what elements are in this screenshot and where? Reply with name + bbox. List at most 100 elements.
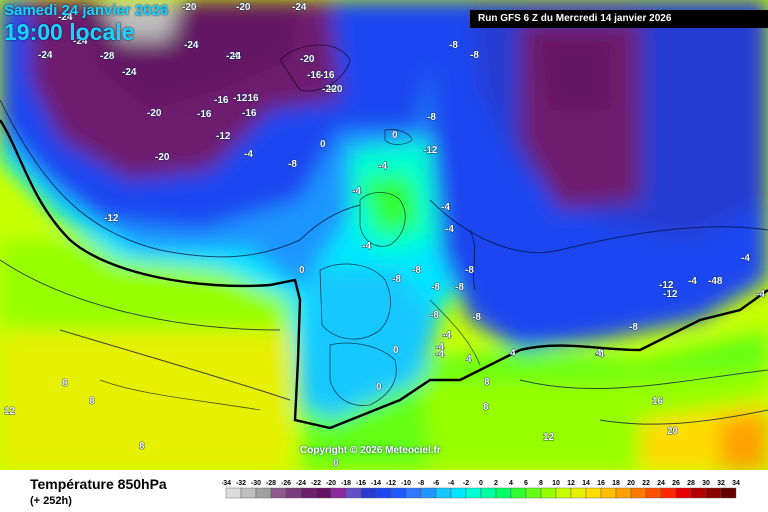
isotherm-value-label: -24 <box>122 67 137 78</box>
isotherm-value-label: -8 <box>412 265 421 276</box>
legend-tick-label: 6 <box>524 480 528 487</box>
legend-swatch <box>480 487 497 499</box>
isotherm-value-label: 4 <box>466 354 472 365</box>
legend-swatch <box>375 487 392 499</box>
legend-swatch <box>660 487 677 499</box>
legend-swatch <box>600 487 617 499</box>
isotherm-value-label: -12 <box>663 289 678 300</box>
legend-tick-label: -6 <box>433 480 439 487</box>
isotherm-value-label: -24 <box>73 36 88 47</box>
legend-tick-label: 4 <box>509 480 513 487</box>
zero-isotherm <box>0 119 768 430</box>
legend-swatch <box>645 487 662 499</box>
legend-swatch <box>585 487 602 499</box>
map-canvas: -24-20-24-24 -28-24-20-24-24-20-20-12-20-… <box>0 0 768 470</box>
model-run-info: Run GFS 6 Z du Mercredi 14 janvier 2026 <box>470 10 768 28</box>
legend-swatch <box>345 487 362 499</box>
isotherm-value-label: -24 <box>292 2 307 13</box>
isotherm-lines <box>0 99 768 425</box>
legend-swatch <box>360 487 377 499</box>
legend-swatch <box>420 487 437 499</box>
coastlines <box>99 44 481 411</box>
isotherm-value-label: -8 <box>629 322 638 333</box>
isotherm-value-label: -20 <box>300 54 315 65</box>
isotherm-value-label: -20 <box>182 2 197 13</box>
legend-ticks: -34-32-30-28-26-24-22-20-18-16-14-12-10-… <box>222 480 740 487</box>
legend-tick-label: 28 <box>687 480 695 487</box>
legend-swatch <box>675 487 692 499</box>
isotherm-value-label: -4 <box>362 241 371 252</box>
forecast-time: 19:00 locale <box>4 19 135 45</box>
isotherm-value-label: -12 <box>659 280 674 291</box>
legend-swatch <box>330 487 347 499</box>
legend-swatch <box>570 487 587 499</box>
legend-tick-label: 10 <box>552 480 560 487</box>
legend-tick-label: -32 <box>236 480 246 487</box>
isotherm-value-label: -16 <box>307 70 322 81</box>
isotherm-value-label: 8 <box>62 378 68 389</box>
legend-tick-label: 30 <box>702 480 710 487</box>
legend-swatch <box>465 487 482 499</box>
map-label-layer: -24-20-24-24 -28-24-20-24-24-20-20-12-20-… <box>4 2 766 470</box>
isotherm-value-label: -16 <box>214 95 229 106</box>
isotherm-value-label: -8 <box>472 312 481 323</box>
legend-tick-label: -12 <box>386 480 396 487</box>
isotherm-value-label: -8 <box>430 310 439 321</box>
isotherm-value-label: 8 <box>89 396 95 407</box>
isotherm-value-label: 8 <box>484 377 490 388</box>
legend-tick-label: -14 <box>371 480 381 487</box>
isotherm-value-label: 12 <box>543 432 555 443</box>
legend-tick-label: 18 <box>612 480 620 487</box>
isotherm-value-label: 4 <box>596 348 602 359</box>
isotherm-value-label: -8 <box>427 112 436 123</box>
legend-tick-label: -8 <box>418 480 424 487</box>
legend-tick-label: 14 <box>582 480 590 487</box>
legend-swatch <box>510 487 527 499</box>
legend-tick-label: 32 <box>717 480 725 487</box>
isotherm-value-label: -8 <box>449 40 458 51</box>
isotherm-value-label: -4 <box>435 349 444 360</box>
isotherm-value-label: -1216 <box>233 93 259 104</box>
isotherm-value-label: -8 <box>465 265 474 276</box>
isotherm-value-label: -12 <box>423 145 438 156</box>
isotherm-value-label: -4 <box>232 51 241 62</box>
legend-tick-label: 24 <box>657 480 665 487</box>
legend-swatch <box>240 487 257 499</box>
legend-tick-label: 16 <box>597 480 605 487</box>
legend-swatch <box>405 487 422 499</box>
isotherm-value-label: -12 <box>216 131 231 142</box>
isotherm-value-label: 8 <box>483 402 489 413</box>
legend-tick-label: 22 <box>642 480 650 487</box>
isotherm-value-label: 20 <box>667 426 679 437</box>
isotherm-value-label: 0 <box>320 139 326 150</box>
legend-swatch <box>435 487 452 499</box>
legend-swatch <box>555 487 572 499</box>
lead-time: (+ 252h) <box>30 495 72 507</box>
legend-swatch <box>390 487 407 499</box>
legend-swatch <box>450 487 467 499</box>
isotherm-value-label: 0 <box>333 458 339 469</box>
isotherm-value-label: -8 <box>455 282 464 293</box>
legend-swatch <box>615 487 632 499</box>
isotherm-value-label: -8 <box>431 282 440 293</box>
legend-tick-label: 34 <box>732 480 740 487</box>
legend-swatch <box>300 487 317 499</box>
isotherm-value-label: -20 <box>236 2 251 13</box>
isotherm-value-label: -8 <box>392 274 401 285</box>
map-footer: Température 850hPa (+ 252h) -34-32-30-28… <box>0 470 768 512</box>
isotherm-value-label: -20 <box>322 84 337 95</box>
isotherm-value-label: -4 <box>445 224 454 235</box>
legend-tick-label: -2 <box>463 480 469 487</box>
legend-tick-label: -22 <box>311 480 321 487</box>
isotherm-value-label: -4 <box>756 289 765 300</box>
legend-tick-label: 26 <box>672 480 680 487</box>
legend-swatch <box>690 487 707 499</box>
isotherm-value-label: -4 <box>595 349 604 360</box>
legend-tick-label: 2 <box>494 480 498 487</box>
legend-tick-label: -28 <box>266 480 276 487</box>
isotherm-value-label: -20 <box>226 51 241 62</box>
isotherm-value-label: -16 <box>197 109 212 120</box>
isotherm-value-label: -24 <box>184 40 199 51</box>
isotherm-value-label: -20 <box>328 84 343 95</box>
